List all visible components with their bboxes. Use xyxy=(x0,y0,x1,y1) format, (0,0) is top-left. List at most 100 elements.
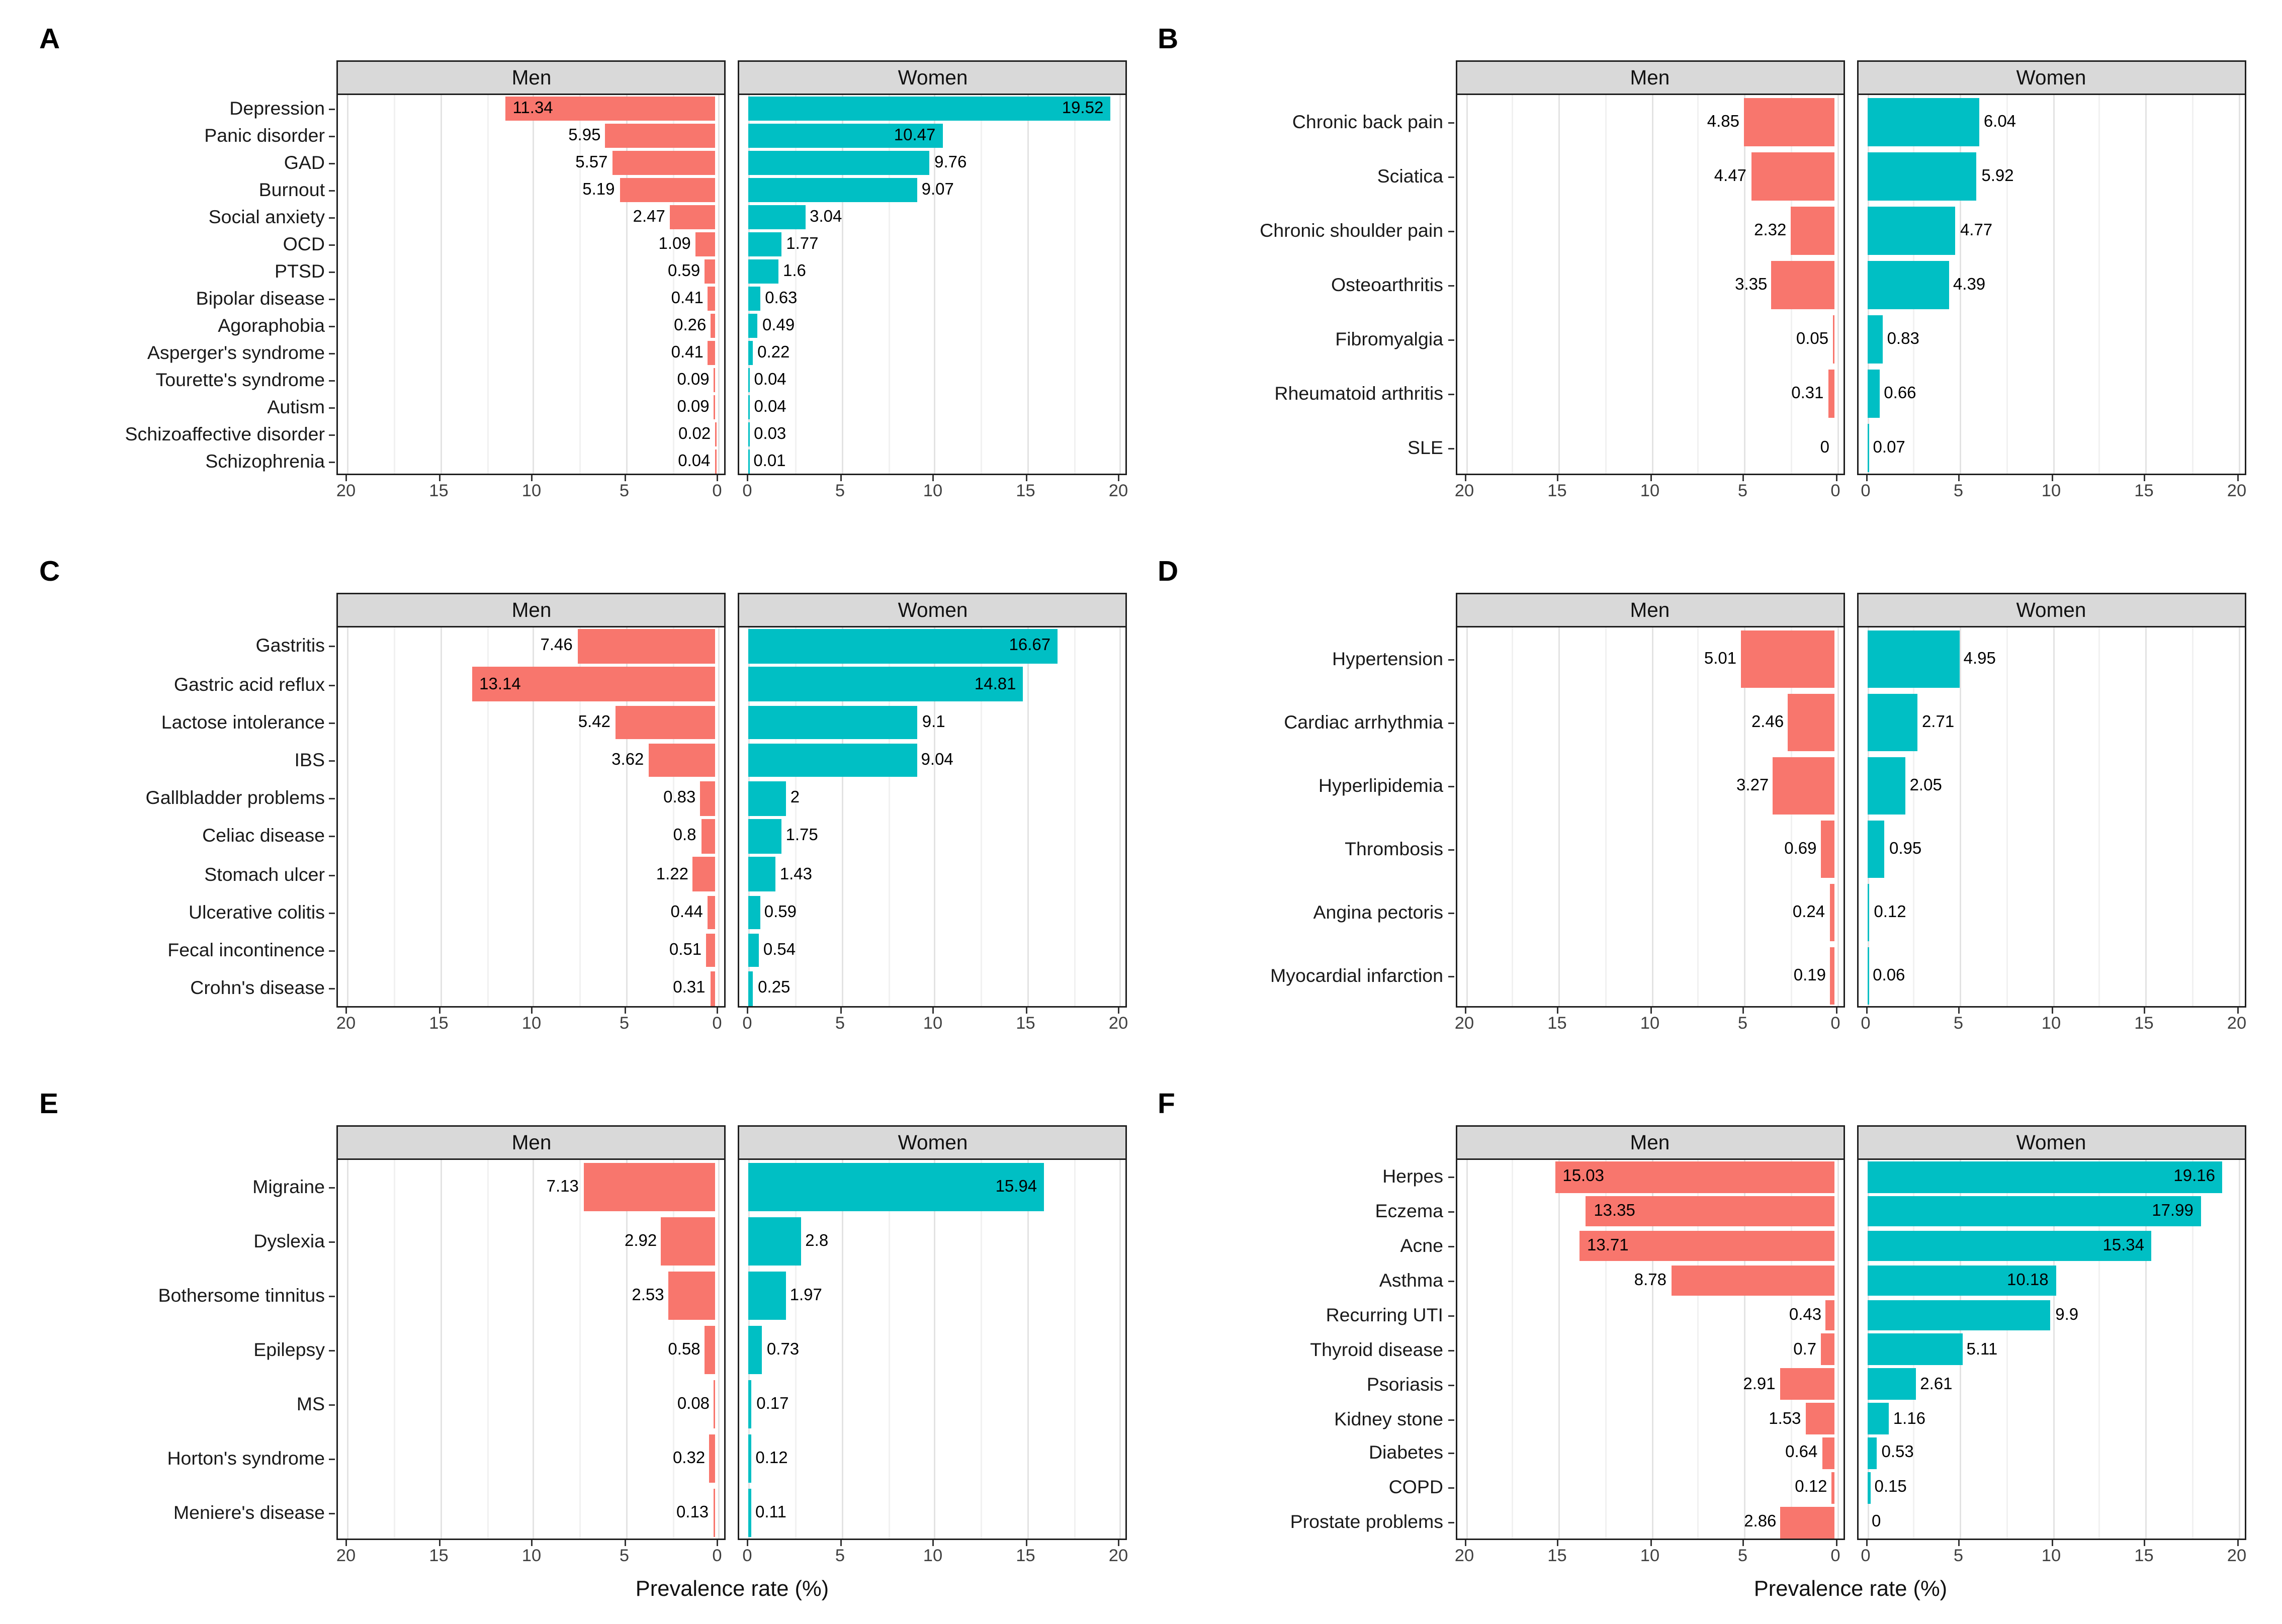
facet-header-women: Women xyxy=(738,60,1127,95)
value-label: 3.04 xyxy=(810,208,842,226)
value-label: 5.92 xyxy=(1981,167,2014,186)
x-tick-label: 5 xyxy=(1737,1547,1748,1566)
value-label: 1.09 xyxy=(658,235,691,253)
facet-men-F: Men 15.03 13.35 13.71 8.78 0.43 0.7 2.91 1.53 0.… xyxy=(1455,1125,1845,1573)
x-tick-mark xyxy=(1742,475,1744,481)
facet-plot-men: 7.46 13.14 5.42 3.62 0.83 0.8 1.22 0.44 0.51 0.31 xyxy=(336,627,726,1008)
gridline-minor xyxy=(795,1159,797,1539)
gridline-minor xyxy=(2006,95,2008,474)
facet-header-women: Women xyxy=(1856,592,2246,627)
facet-men-B: Men 4.85 4.47 2.32 3.35 0.05 0.31 0 0 5 10 15 20 xyxy=(1455,60,1845,508)
women-bar xyxy=(748,259,778,284)
facet-header-men: Men xyxy=(1455,1125,1845,1160)
category-axis-E: Migraine Dyslexia Bothersome tinnitus Epile… xyxy=(158,1159,337,1540)
value-label: 0.43 xyxy=(1789,1306,1822,1324)
value-label: 0.41 xyxy=(671,290,704,308)
value-label: 0.24 xyxy=(1792,903,1825,922)
value-label: 13.71 xyxy=(1587,1237,1629,1255)
x-tick-mark xyxy=(531,1540,533,1546)
x-tick-label: 5 xyxy=(619,1015,630,1033)
value-label: 0.15 xyxy=(1874,1479,1907,1497)
category-label: Angina pectoris xyxy=(1270,881,1455,944)
women-bar xyxy=(748,123,943,148)
x-tick-mark xyxy=(1649,1007,1651,1014)
men-bar xyxy=(1833,315,1834,364)
men-bar xyxy=(713,1488,716,1537)
x-tick-label: 10 xyxy=(923,1547,943,1566)
x-tick-label: 0 xyxy=(742,1015,752,1033)
category-label: Rheumatoid arthritis xyxy=(1260,367,1455,421)
women-bar xyxy=(1867,206,1956,255)
value-label: 0.51 xyxy=(669,941,702,960)
value-label: 0.63 xyxy=(765,290,798,308)
women-bar xyxy=(1867,315,1883,364)
x-tick-label: 5 xyxy=(835,1015,845,1033)
facet-plot-women: 19.52 10.47 9.76 9.07 3.04 1.77 1.6 0.63 0.49 0.2… xyxy=(738,95,1127,475)
value-label: 0.13 xyxy=(676,1503,709,1522)
x-tick-label: 20 xyxy=(2227,1547,2247,1566)
women-bar xyxy=(748,1379,752,1428)
women-bar xyxy=(1867,1334,1962,1366)
value-label: 1.53 xyxy=(1769,1409,1801,1428)
gridline-major xyxy=(1558,95,1560,474)
men-bar xyxy=(472,667,716,701)
gridline-major xyxy=(533,627,535,1006)
value-label: 0.58 xyxy=(668,1340,700,1359)
men-bar xyxy=(692,857,716,891)
facet-plot-men: 5.01 2.46 3.27 0.69 0.24 0.19 xyxy=(1455,627,1845,1008)
gridline-minor xyxy=(2191,627,2193,1006)
gridline-major xyxy=(718,627,720,1006)
men-bar xyxy=(1821,1334,1834,1366)
value-label: 2.92 xyxy=(625,1232,657,1250)
women-bar xyxy=(1867,1403,1889,1434)
x-axis-title: Prevalence rate (%) xyxy=(635,1577,829,1602)
x-tick-label: 10 xyxy=(521,1015,542,1033)
facet-men-A: Men 11.34 5.95 5.57 5.19 2.47 1.09 0.59 0.41 0.2… xyxy=(336,60,726,508)
women-bar xyxy=(748,1488,751,1537)
x-tick-label: 0 xyxy=(1861,483,1871,501)
value-label: 0.32 xyxy=(672,1449,706,1468)
value-label: 1.97 xyxy=(789,1286,822,1305)
value-label: 1.22 xyxy=(656,865,688,883)
gridline-major xyxy=(347,627,349,1006)
facet-header-men: Men xyxy=(1455,60,1845,95)
x-tick-mark xyxy=(1742,1007,1744,1014)
x-axis-men: 0 5 10 15 20 xyxy=(1455,1540,1845,1573)
value-label: 0.09 xyxy=(677,371,710,389)
value-label: 0.53 xyxy=(1881,1444,1914,1463)
women-bar xyxy=(748,286,761,311)
x-tick-mark xyxy=(2236,475,2238,481)
facet-women-E: Women 15.94 2.8 1.97 0.73 0.17 0.12 0.11 0 5 10 1… xyxy=(738,1125,1128,1573)
women-bar xyxy=(1867,260,1949,310)
x-tick-mark xyxy=(2144,1007,2146,1014)
category-label: Bipolar disease xyxy=(125,285,337,312)
men-bar xyxy=(1781,1507,1834,1538)
x-tick-label: 0 xyxy=(1861,1547,1871,1566)
x-tick-label: 0 xyxy=(1830,1015,1840,1033)
value-label: 15.34 xyxy=(2102,1237,2145,1255)
x-tick-mark xyxy=(717,1540,719,1546)
x-tick-mark xyxy=(1835,475,1837,481)
x-tick-mark xyxy=(2051,1540,2053,1546)
category-label: Burnout xyxy=(125,176,337,204)
category-label: Hypertension xyxy=(1270,627,1455,691)
gridline-major xyxy=(1027,627,1029,1006)
men-bar xyxy=(710,971,716,1006)
x-tick-mark xyxy=(1649,475,1651,481)
gridline-minor xyxy=(2191,1159,2193,1539)
women-bar xyxy=(748,857,775,891)
x-tick-mark xyxy=(624,1007,626,1014)
value-label: 7.13 xyxy=(546,1178,579,1196)
value-label: 9.9 xyxy=(2055,1306,2079,1324)
gridline-minor xyxy=(1698,627,1700,1006)
x-tick-mark xyxy=(1742,1540,1744,1546)
value-label: 9.1 xyxy=(922,713,945,732)
panel-letter-D: D xyxy=(1157,556,1179,588)
women-bar xyxy=(1867,630,1959,688)
women-bar xyxy=(748,313,758,338)
gridline-minor xyxy=(486,1159,488,1539)
men-bar xyxy=(1773,757,1834,815)
panel-letter-F: F xyxy=(1157,1089,1175,1121)
value-label: 2.86 xyxy=(1744,1513,1777,1531)
x-tick-mark xyxy=(438,1540,441,1546)
